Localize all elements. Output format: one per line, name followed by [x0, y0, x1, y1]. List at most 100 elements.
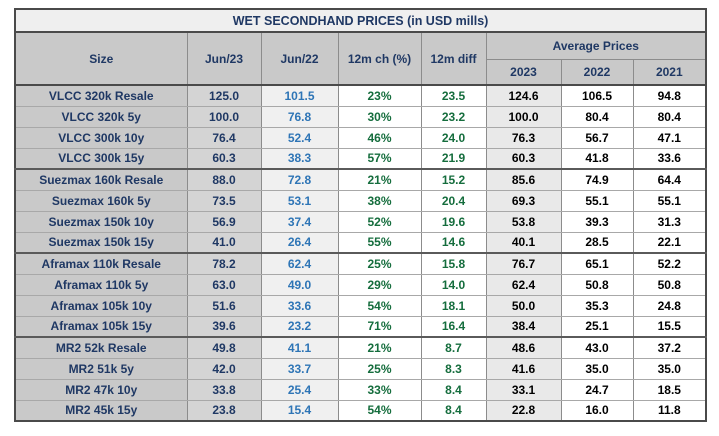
jun23-cell: 41.0	[186, 231, 262, 254]
avg2022-cell: 55.1	[560, 189, 634, 212]
avg2021-cell: 55.1	[632, 189, 707, 212]
avg2021-cell: 35.0	[632, 357, 707, 380]
avg2022-cell: 24.7	[560, 378, 634, 401]
jun23-cell: 60.3	[186, 147, 262, 170]
jun22-cell: 41.1	[260, 336, 339, 359]
change-cell: 29%	[337, 273, 422, 296]
column-header-jun23: Jun/23	[186, 31, 262, 86]
jun22-cell: 72.8	[260, 168, 339, 191]
size-cell: Aframax 110k 5y	[14, 273, 188, 296]
jun23-cell: 78.2	[186, 252, 262, 275]
jun23-cell: 39.6	[186, 315, 262, 338]
change-cell: 57%	[337, 147, 422, 170]
avg2022-cell: 41.8	[560, 147, 634, 170]
avg2021-cell: 52.2	[632, 252, 707, 275]
change-cell: 54%	[337, 294, 422, 317]
size-cell: VLCC 300k 10y	[14, 126, 188, 149]
avg2023-cell: 33.1	[485, 378, 562, 401]
table-row: Aframax 110k Resale 78.2 62.4 25% 15.8 76.7 65…	[14, 252, 707, 275]
avg2021-cell: 64.4	[632, 168, 707, 191]
diff-cell: 23.5	[420, 84, 487, 107]
avg2022-cell: 35.0	[560, 357, 634, 380]
jun23-cell: 23.8	[186, 399, 262, 422]
jun23-cell: 125.0	[186, 84, 262, 107]
change-cell: 30%	[337, 105, 422, 128]
avg2023-cell: 85.6	[485, 168, 562, 191]
size-cell: Suezmax 150k 15y	[14, 231, 188, 254]
avg2021-cell: 50.8	[632, 273, 707, 296]
size-cell: Suezmax 150k 10y	[14, 210, 188, 233]
change-cell: 25%	[337, 252, 422, 275]
header-row-main: Size Jun/23 Jun/22 12m ch (%) 12m diff A…	[14, 31, 707, 86]
table-row: MR2 45k 15y 23.8 15.4 54% 8.4 22.8 16.0 11.8	[14, 399, 707, 422]
diff-cell: 20.4	[420, 189, 487, 212]
avg2022-cell: 74.9	[560, 168, 634, 191]
table-row: VLCC 320k 5y 100.0 76.8 30% 23.2 100.0 80.4 80.…	[14, 105, 707, 128]
column-header-12m-diff: 12m diff	[420, 31, 487, 86]
change-cell: 46%	[337, 126, 422, 149]
avg2023-cell: 22.8	[485, 399, 562, 422]
avg2023-cell: 60.3	[485, 147, 562, 170]
diff-cell: 8.3	[420, 357, 487, 380]
avg2023-cell: 48.6	[485, 336, 562, 359]
size-cell: VLCC 300k 15y	[14, 147, 188, 170]
avg2021-cell: 18.5	[632, 378, 707, 401]
avg2023-cell: 53.8	[485, 210, 562, 233]
avg2022-cell: 65.1	[560, 252, 634, 275]
jun23-cell: 88.0	[186, 168, 262, 191]
jun23-cell: 73.5	[186, 189, 262, 212]
jun22-cell: 76.8	[260, 105, 339, 128]
avg2023-cell: 100.0	[485, 105, 562, 128]
table-row: Suezmax 150k 10y 56.9 37.4 52% 19.6 53.8 39.3 3…	[14, 210, 707, 233]
size-cell: MR2 45k 15y	[14, 399, 188, 422]
change-cell: 21%	[337, 336, 422, 359]
avg2022-cell: 56.7	[560, 126, 634, 149]
table-row: Aframax 105k 15y 39.6 23.2 71% 16.4 38.4 25.1 1…	[14, 315, 707, 338]
jun22-cell: 15.4	[260, 399, 339, 422]
jun22-cell: 62.4	[260, 252, 339, 275]
column-header-12m-change: 12m ch (%)	[337, 31, 422, 86]
jun22-cell: 53.1	[260, 189, 339, 212]
jun22-cell: 23.2	[260, 315, 339, 338]
avg2021-cell: 37.2	[632, 336, 707, 359]
jun22-cell: 26.4	[260, 231, 339, 254]
secondhand-prices-table-container: WET SECONDHAND PRICES (in USD mills) Siz…	[13, 8, 708, 422]
diff-cell: 15.2	[420, 168, 487, 191]
avg2023-cell: 76.7	[485, 252, 562, 275]
table-row: Suezmax 160k Resale 88.0 72.8 21% 15.2 85.6 74…	[14, 168, 707, 191]
size-cell: Suezmax 160k Resale	[14, 168, 188, 191]
avg2023-cell: 124.6	[485, 84, 562, 107]
jun22-cell: 38.3	[260, 147, 339, 170]
diff-cell: 16.4	[420, 315, 487, 338]
diff-cell: 21.9	[420, 147, 487, 170]
avg2022-cell: 39.3	[560, 210, 634, 233]
size-cell: VLCC 320k 5y	[14, 105, 188, 128]
avg2023-cell: 69.3	[485, 189, 562, 212]
diff-cell: 15.8	[420, 252, 487, 275]
avg2022-cell: 80.4	[560, 105, 634, 128]
size-cell: Suezmax 160k 5y	[14, 189, 188, 212]
size-cell: Aframax 105k 10y	[14, 294, 188, 317]
avg2022-cell: 28.5	[560, 231, 634, 254]
avg2023-cell: 62.4	[485, 273, 562, 296]
jun22-cell: 49.0	[260, 273, 339, 296]
secondhand-prices-table: WET SECONDHAND PRICES (in USD mills) Siz…	[13, 8, 708, 422]
size-cell: VLCC 320k Resale	[14, 84, 188, 107]
table-title: WET SECONDHAND PRICES (in USD mills)	[13, 8, 708, 33]
table-row: MR2 52k Resale 49.8 41.1 21% 8.7 48.6 43.0 37.2	[14, 336, 707, 359]
size-cell: MR2 47k 10y	[14, 378, 188, 401]
avg2023-cell: 40.1	[485, 231, 562, 254]
change-cell: 25%	[337, 357, 422, 380]
avg2022-cell: 35.3	[560, 294, 634, 317]
change-cell: 71%	[337, 315, 422, 338]
jun23-cell: 56.9	[186, 210, 262, 233]
jun22-cell: 25.4	[260, 378, 339, 401]
avg2021-cell: 11.8	[632, 399, 707, 422]
table-row: Aframax 105k 10y 51.6 33.6 54% 18.1 50.0 35.3 2…	[14, 294, 707, 317]
avg2022-cell: 43.0	[560, 336, 634, 359]
avg2023-cell: 41.6	[485, 357, 562, 380]
jun23-cell: 49.8	[186, 336, 262, 359]
column-header-2021: 2021	[632, 58, 707, 86]
avg2021-cell: 24.8	[632, 294, 707, 317]
diff-cell: 8.7	[420, 336, 487, 359]
